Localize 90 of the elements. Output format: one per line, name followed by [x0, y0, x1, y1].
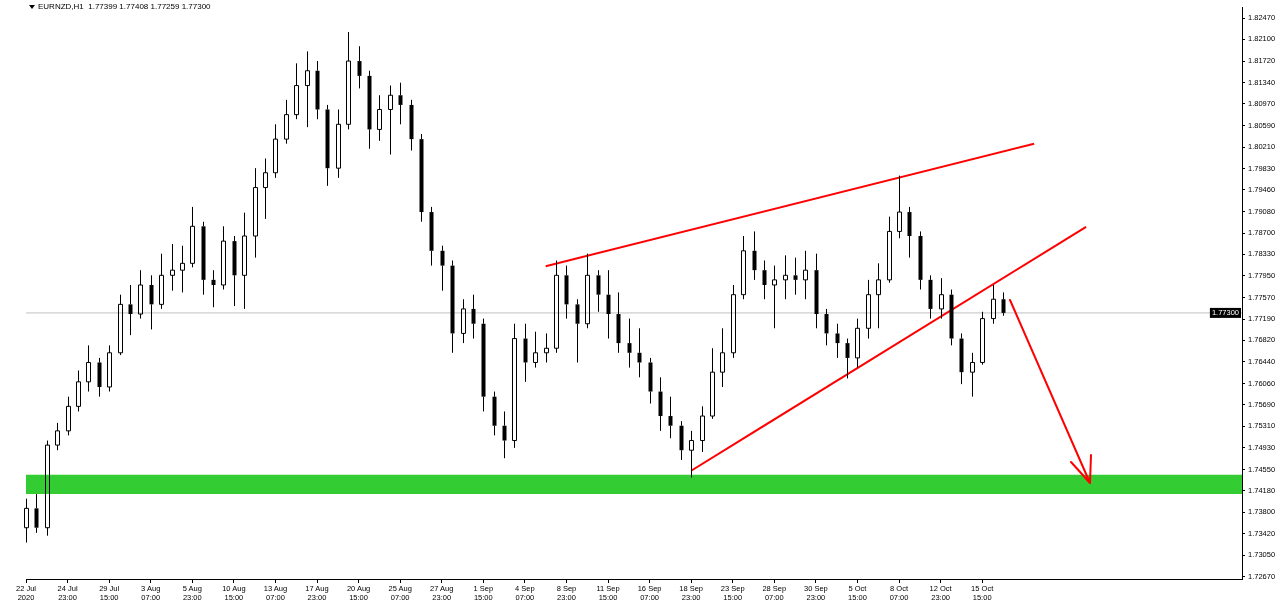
candlestick [357, 45, 362, 89]
candlestick [991, 284, 996, 325]
candlestick [190, 206, 195, 268]
candlestick [502, 410, 507, 459]
candlestick [440, 245, 445, 292]
candlestick [689, 430, 694, 479]
candlestick [959, 332, 964, 385]
candlestick [24, 498, 29, 544]
candlestick [928, 274, 933, 320]
candlestick [242, 212, 247, 310]
candlestick [627, 318, 632, 369]
candlestick [211, 269, 216, 308]
candlestick [492, 391, 497, 436]
candlestick [720, 327, 725, 388]
candlestick [731, 284, 736, 359]
candlestick [346, 31, 351, 130]
candlestick [294, 62, 299, 120]
candlestick [1001, 291, 1006, 317]
candlestick [835, 323, 840, 359]
candlestick [710, 347, 715, 420]
candlestick [461, 298, 466, 344]
candlestick [325, 104, 330, 187]
candlestick [409, 99, 414, 152]
candlestick [512, 323, 517, 449]
candlestick [232, 235, 237, 307]
candlestick [855, 318, 860, 369]
candlestick [315, 60, 320, 120]
candlestick [201, 221, 206, 296]
candlestick [814, 253, 819, 329]
candlestick [564, 265, 569, 320]
candlestick [481, 318, 486, 412]
candlestick [783, 254, 788, 300]
candlestick [533, 331, 538, 369]
chart-title: EURNZD,H1 1.77399 1.77408 1.77259 1.77300 [38, 2, 211, 11]
candlestick [585, 253, 590, 329]
candlestick [138, 269, 143, 320]
candlestick [679, 420, 684, 461]
candlestick [845, 338, 850, 379]
candlestick [793, 257, 798, 296]
candlestick [648, 357, 653, 404]
candlestick [575, 298, 580, 363]
candlestick [471, 294, 476, 340]
candlestick [305, 50, 310, 128]
candlestick [97, 357, 102, 398]
candlestick [876, 262, 881, 329]
candlestick [118, 294, 123, 356]
candlestick [128, 284, 133, 336]
candlestick [824, 308, 829, 346]
candlestick [34, 493, 39, 534]
candlestick [658, 376, 663, 432]
candlestick [398, 82, 403, 125]
candlestick [803, 250, 808, 300]
candlestick [170, 243, 175, 292]
candlestick [273, 123, 278, 179]
candlestick [762, 259, 767, 300]
candlestick [918, 230, 923, 291]
candlestick [866, 279, 871, 340]
candlestick [159, 253, 164, 310]
candlestick [752, 230, 757, 281]
candlestick [107, 344, 112, 393]
candlestick [253, 167, 258, 259]
candlestick [596, 269, 601, 313]
candlestick [544, 332, 549, 363]
candlestick [180, 245, 185, 293]
candlestick [284, 99, 289, 145]
candlestick [336, 108, 341, 179]
candlestick [450, 259, 455, 354]
candlestick [429, 206, 434, 267]
candlestick [606, 269, 611, 340]
candlestick [668, 396, 673, 439]
candlestick [897, 175, 902, 239]
candlestick [907, 206, 912, 259]
candlestick [741, 235, 746, 300]
candlestick [523, 323, 528, 383]
candlestick [221, 225, 226, 291]
candlestick [772, 265, 777, 329]
candlestick [388, 85, 393, 156]
candlestick [263, 158, 268, 220]
candlestick [616, 291, 621, 354]
candlestick [377, 94, 382, 142]
candlestick [970, 352, 975, 398]
candlestick [149, 274, 154, 330]
candlestick [367, 70, 372, 150]
candlestick [554, 259, 559, 354]
candlestick [949, 289, 954, 346]
candlestick [86, 344, 91, 393]
candlestick [939, 277, 944, 320]
candlestick [700, 405, 705, 453]
candlestick [637, 327, 642, 378]
candlestick [419, 133, 424, 223]
